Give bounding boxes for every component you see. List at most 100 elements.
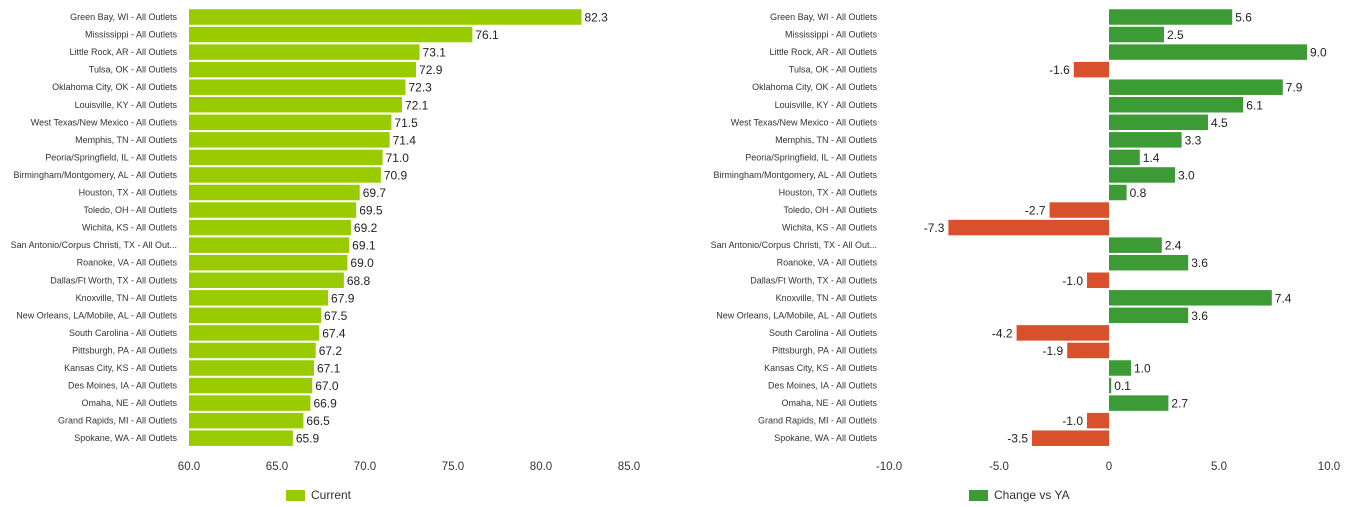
current-value-label: 67.0 <box>315 379 339 393</box>
change-category-label: Des Moines, IA - All Outlets <box>768 381 878 391</box>
change-bar <box>1016 325 1109 341</box>
change-value-label: 4.5 <box>1211 116 1228 130</box>
current-x-tick-label: 75.0 <box>442 461 464 473</box>
current-category-label: Dallas/Ft Worth, TX - All Outlets <box>50 275 177 285</box>
change-value-label: 1.4 <box>1143 151 1160 165</box>
current-category-label: Green Bay, WI - All Outlets <box>70 12 177 22</box>
change-bar <box>1109 132 1182 148</box>
change-bar <box>1109 44 1307 60</box>
change-category-label: Louisville, KY - All Outlets <box>775 100 878 110</box>
change-category-label: Kansas City, KS - All Outlets <box>764 363 877 373</box>
change-bar <box>1087 412 1109 429</box>
current-category-label: Birmingham/Montgomery, AL - All Outlets <box>13 170 177 180</box>
current-category-label: Peoria/Springfield, IL - All Outlets <box>45 152 177 162</box>
change-category-label: Wichita, KS - All Outlets <box>782 223 878 233</box>
change-bar <box>1109 395 1169 411</box>
current-category-label: Toledo, OH - All Outlets <box>83 205 177 215</box>
current-value-label: 67.5 <box>324 309 348 323</box>
change-category-label: Oklahoma City, OK - All Outlets <box>752 82 877 92</box>
change-category-label: South Carolina - All Outlets <box>769 328 878 338</box>
current-value-label: 76.1 <box>475 28 499 42</box>
change-x-tick-label: 5.0 <box>1211 461 1227 473</box>
current-bar <box>189 290 329 306</box>
change-category-label: Mississippi - All Outlets <box>785 30 878 40</box>
change-category-label: Roanoke, VA - All Outlets <box>777 258 878 268</box>
current-bar <box>189 325 320 341</box>
current-bar <box>189 97 402 113</box>
current-bar <box>189 219 351 236</box>
current-value-label: 67.2 <box>319 344 343 358</box>
current-bar <box>189 237 350 253</box>
legend-label-change: Change vs YA <box>994 488 1070 502</box>
current-category-label: Mississippi - All Outlets <box>85 30 178 40</box>
change-category-label: Omaha, NE - All Outlets <box>781 398 877 408</box>
change-x-tick-label: 10.0 <box>1318 461 1340 473</box>
change-value-label: 3.0 <box>1178 168 1195 182</box>
change-bar <box>948 219 1109 236</box>
current-value-label: 69.5 <box>359 204 383 218</box>
current-chart: Green Bay, WI - All Outlets 82.3 Mississip… <box>11 9 640 473</box>
legend-current: Current <box>286 488 351 502</box>
current-category-label: San Antonio/Corpus Christi, TX - All Out… <box>11 240 177 250</box>
current-category-label: Des Moines, IA - All Outlets <box>68 381 178 391</box>
current-value-label: 72.3 <box>408 81 432 95</box>
change-category-label: New Orleans, LA/Mobile, AL - All Outlets <box>716 310 877 320</box>
current-category-label: Roanoke, VA - All Outlets <box>77 258 178 268</box>
change-value-label: 9.0 <box>1310 46 1327 60</box>
current-value-label: 69.7 <box>363 186 387 200</box>
current-bar <box>189 61 417 78</box>
current-bar <box>189 114 392 131</box>
change-value-label: 3.6 <box>1191 309 1208 323</box>
current-bar <box>189 272 344 288</box>
change-bar <box>1109 97 1244 113</box>
change-value-label: -2.7 <box>1025 204 1046 218</box>
change-value-label: 0.1 <box>1114 379 1131 393</box>
change-bar <box>1087 272 1109 288</box>
change-value-label: 0.8 <box>1130 186 1147 200</box>
change-value-label: -1.6 <box>1049 63 1070 77</box>
current-bar <box>189 79 406 95</box>
current-bar <box>189 254 348 271</box>
change-x-tick-label: 0 <box>1106 461 1112 473</box>
change-value-label: 7.9 <box>1286 81 1303 95</box>
current-bar <box>189 167 381 183</box>
current-category-label: Houston, TX - All Outlets <box>79 188 178 198</box>
current-category-label: West Texas/New Mexico - All Outlets <box>31 117 178 127</box>
change-bar <box>1109 377 1112 394</box>
current-category-label: Tulsa, OK - All Outlets <box>89 65 178 75</box>
change-value-label: 1.0 <box>1134 362 1151 376</box>
change-value-label: -4.2 <box>992 326 1013 340</box>
change-bar <box>1109 290 1272 306</box>
current-category-label: Wichita, KS - All Outlets <box>82 223 178 233</box>
current-value-label: 65.9 <box>296 432 320 446</box>
change-value-label: -1.9 <box>1043 344 1064 358</box>
current-value-label: 69.0 <box>350 256 374 270</box>
current-value-label: 66.5 <box>306 414 330 428</box>
current-value-label: 72.1 <box>405 98 429 112</box>
current-x-tick-label: 60.0 <box>178 461 200 473</box>
current-value-label: 67.1 <box>317 362 341 376</box>
current-value-label: 71.0 <box>386 151 410 165</box>
change-category-label: Memphis, TN - All Outlets <box>775 135 877 145</box>
current-bar <box>189 202 357 218</box>
current-value-label: 71.4 <box>393 133 417 147</box>
change-value-label: 7.4 <box>1275 291 1292 305</box>
current-bar <box>189 395 311 411</box>
change-category-label: Dallas/Ft Worth, TX - All Outlets <box>750 275 877 285</box>
change-bar <box>1109 237 1162 253</box>
change-value-label: 2.5 <box>1167 28 1184 42</box>
change-bar <box>1109 9 1233 25</box>
legend-label-current: Current <box>311 488 352 502</box>
change-bar <box>1049 202 1109 218</box>
change-category-label: San Antonio/Corpus Christi, TX - All Out… <box>711 240 877 250</box>
current-value-label: 73.1 <box>423 46 447 60</box>
change-bar <box>1109 26 1164 43</box>
current-value-label: 71.5 <box>394 116 418 130</box>
current-category-label: Little Rock, AR - All Outlets <box>69 47 177 57</box>
change-bar <box>1109 184 1127 201</box>
legend-change: Change vs YA <box>969 488 1070 502</box>
change-bar <box>1109 254 1189 271</box>
change-value-label: -1.0 <box>1062 274 1083 288</box>
change-bar <box>1109 149 1140 166</box>
